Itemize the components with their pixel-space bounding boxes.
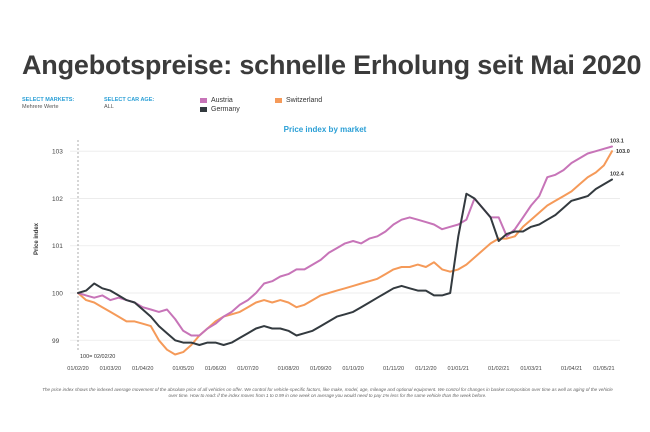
x-tick-label: 01/09/20 bbox=[310, 366, 331, 372]
end-label-germany: 102.4 bbox=[610, 172, 625, 178]
x-tick-label: 01/03/21 bbox=[520, 366, 541, 372]
reference-label: 100= 02/02/20 bbox=[80, 354, 115, 360]
y-tick-label: 100 bbox=[52, 291, 63, 298]
legend-austria-label: Austria bbox=[211, 97, 233, 104]
filter-car-age-label: SELECT CAR AGE: bbox=[104, 97, 155, 103]
legend-switzerland-swatch bbox=[275, 98, 282, 103]
end-label-switzerland: 103.0 bbox=[616, 149, 630, 155]
x-tick-label: 01/08/20 bbox=[278, 366, 299, 372]
page-title: Angebotspreise: schnelle Erholung seit M… bbox=[22, 50, 642, 80]
chart-title: Price index by market bbox=[283, 125, 367, 134]
y-tick-label: 102 bbox=[52, 196, 63, 203]
legend-germany-label: Germany bbox=[211, 106, 240, 113]
x-tick-label: 01/02/20 bbox=[67, 366, 88, 372]
x-tick-label: 01/12/20 bbox=[415, 366, 436, 372]
y-tick-label: 99 bbox=[52, 338, 60, 345]
legend-switzerland[interactable]: Switzerland bbox=[275, 97, 322, 104]
legend-austria[interactable]: Austria bbox=[200, 97, 233, 104]
series-line-austria bbox=[77, 145, 613, 337]
x-tick-label: 01/07/20 bbox=[237, 366, 258, 372]
x-tick-label: 01/04/20 bbox=[132, 366, 153, 372]
y-axis-label: Price index bbox=[34, 222, 40, 255]
y-tick-label: 101 bbox=[52, 243, 63, 250]
x-tick-label: 01/06/20 bbox=[205, 366, 226, 372]
x-tick-label: 01/02/21 bbox=[488, 366, 509, 372]
x-tick-label: 01/01/21 bbox=[448, 366, 469, 372]
filter-car-age-value: ALL bbox=[104, 104, 114, 110]
x-tick-label: 01/05/21 bbox=[593, 366, 614, 372]
x-tick-label: 01/10/20 bbox=[342, 366, 363, 372]
filter-markets-label: SELECT MARKETS: bbox=[22, 97, 75, 103]
y-tick-label: 103 bbox=[52, 149, 63, 156]
x-tick-label: 01/05/20 bbox=[172, 366, 193, 372]
x-tick-label: 01/03/20 bbox=[100, 366, 121, 372]
footnote: The price index shows the indexed averag… bbox=[42, 387, 613, 398]
legend-switzerland-label: Switzerland bbox=[286, 97, 323, 104]
end-label-austria: 103.1 bbox=[610, 138, 624, 144]
filter-car-age[interactable]: SELECT CAR AGE: ALL bbox=[104, 97, 154, 111]
filter-markets-value: Mehrere Werte bbox=[22, 104, 59, 110]
x-tick-label: 01/04/21 bbox=[561, 366, 582, 372]
series-line-switzerland bbox=[77, 150, 613, 356]
filter-markets[interactable]: SELECT MARKETS: Mehrere Werte bbox=[22, 97, 74, 111]
legend-austria-swatch bbox=[200, 98, 207, 103]
legend-germany[interactable]: Germany bbox=[200, 106, 240, 113]
legend-germany-swatch bbox=[200, 107, 207, 112]
series-line-germany bbox=[77, 178, 613, 346]
x-tick-label: 01/11/20 bbox=[383, 366, 404, 372]
